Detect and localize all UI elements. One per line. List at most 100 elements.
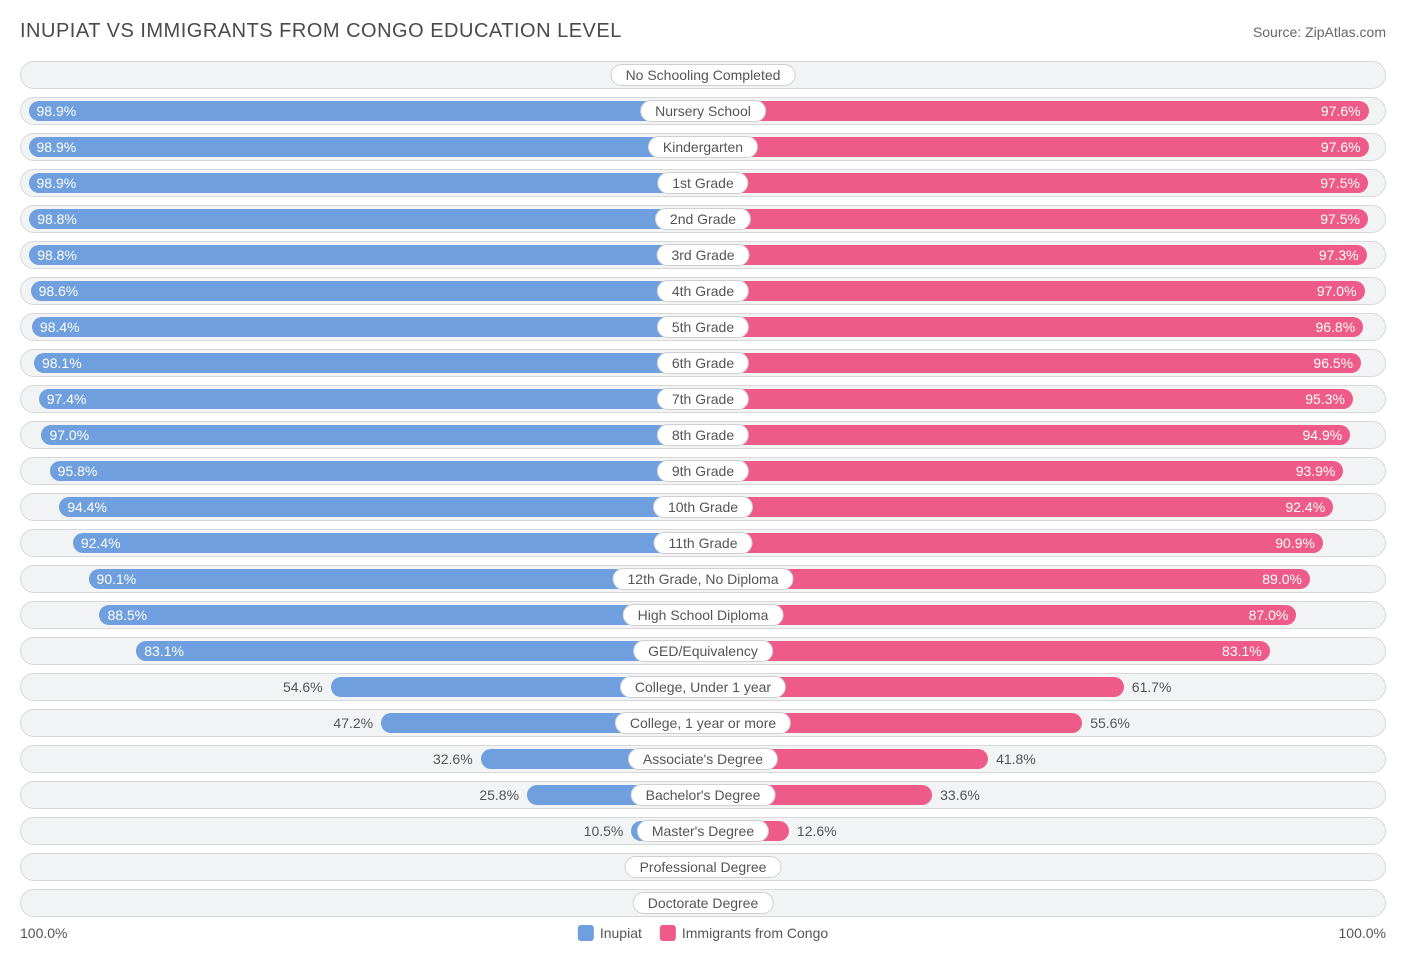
value-right: 41.8% <box>996 751 1036 767</box>
value-left: 10.5% <box>584 823 624 839</box>
category-label: 12th Grade, No Diploma <box>613 568 794 590</box>
chart-row: 97.0%94.9%8th Grade <box>20 421 1386 449</box>
chart-rows: 1.5%2.4%No Schooling Completed 98.9% 97.6%… <box>20 61 1386 917</box>
value-left: 98.9% <box>37 139 77 155</box>
category-label: Nursery School <box>640 100 766 122</box>
bar-right: 96.5% <box>703 353 1361 373</box>
bar-left: 97.0% <box>41 425 703 445</box>
axis-max-left: 100.0% <box>20 925 67 941</box>
chart-container: INUPIAT VS IMMIGRANTS FROM CONGO EDUCATI… <box>20 20 1386 947</box>
value-left: 25.8% <box>479 787 519 803</box>
bar-right: 95.3% <box>703 389 1353 409</box>
category-label: College, 1 year or more <box>615 712 791 734</box>
category-label: Bachelor's Degree <box>631 784 776 806</box>
chart-row: 98.9% 97.5% 1st Grade <box>20 169 1386 197</box>
source-attribution: Source: ZipAtlas.com <box>1253 24 1386 40</box>
chart-row: 98.8% 97.5%2nd Grade <box>20 205 1386 233</box>
value-right: 96.8% <box>1315 319 1355 335</box>
value-left: 98.9% <box>37 103 77 119</box>
bar-right: 83.1% <box>703 641 1270 661</box>
axis-max-right: 100.0% <box>1339 925 1386 941</box>
bar-right: 87.0% <box>703 605 1296 625</box>
bar-right: 97.3% <box>703 245 1367 265</box>
value-right: 12.6% <box>797 823 837 839</box>
chart-row: 47.2% 55.6% College, 1 year or more <box>20 709 1386 737</box>
bar-right: 97.6% <box>703 101 1369 121</box>
bar-right: 90.9% <box>703 533 1323 553</box>
bar-left: 98.6% <box>31 281 703 301</box>
category-label: 11th Grade <box>653 532 752 554</box>
chart-header: INUPIAT VS IMMIGRANTS FROM CONGO EDUCATI… <box>20 20 1386 43</box>
bar-left: 98.8% <box>29 245 703 265</box>
bar-right: 93.9% <box>703 461 1343 481</box>
value-left: 95.8% <box>58 463 98 479</box>
chart-title: INUPIAT VS IMMIGRANTS FROM CONGO EDUCATI… <box>20 20 622 43</box>
chart-row: 98.9% 97.6% Nursery School <box>20 97 1386 125</box>
value-right: 97.6% <box>1321 103 1361 119</box>
value-right: 97.6% <box>1321 139 1361 155</box>
category-label: Master's Degree <box>637 820 769 842</box>
value-left: 98.1% <box>42 355 82 371</box>
chart-row: 90.1%89.0%12th Grade, No Diploma <box>20 565 1386 593</box>
value-right: 97.5% <box>1320 175 1360 191</box>
value-left: 88.5% <box>107 607 147 623</box>
legend-swatch-left <box>578 925 594 941</box>
value-right: 87.0% <box>1249 607 1289 623</box>
value-right: 95.3% <box>1305 391 1345 407</box>
category-label: 8th Grade <box>657 424 749 446</box>
legend-swatch-right <box>660 925 676 941</box>
bar-left: 92.4% <box>73 533 703 553</box>
category-label: Associate's Degree <box>628 748 778 770</box>
chart-row: 1.5%2.4%No Schooling Completed <box>20 61 1386 89</box>
bar-right: 97.5% <box>703 173 1368 193</box>
bar-right: 97.0% <box>703 281 1365 301</box>
bar-right: 97.6% <box>703 137 1369 157</box>
chart-row: 32.6% 41.8% Associate's Degree <box>20 745 1386 773</box>
bar-left: 95.8% <box>50 461 703 481</box>
value-right: 61.7% <box>1132 679 1172 695</box>
category-label: 4th Grade <box>657 280 749 302</box>
bar-left: 98.9% <box>29 101 703 121</box>
legend-label-right: Immigrants from Congo <box>682 925 828 941</box>
category-label: 7th Grade <box>657 388 749 410</box>
value-left: 98.6% <box>39 283 79 299</box>
chart-row: 97.4%95.3%7th Grade <box>20 385 1386 413</box>
bar-left: 88.5% <box>99 605 703 625</box>
legend-item-left: Inupiat <box>578 925 642 941</box>
value-left: 32.6% <box>433 751 473 767</box>
category-label: 1st Grade <box>657 172 748 194</box>
value-right: 96.5% <box>1313 355 1353 371</box>
chart-row: 92.4% 90.9% 11th Grade <box>20 529 1386 557</box>
bar-left: 98.4% <box>32 317 703 337</box>
chart-footer: 100.0% Inupiat Immigrants from Congo 100… <box>20 925 1386 947</box>
bar-right: 97.5% <box>703 209 1368 229</box>
bar-left: 98.9% <box>29 173 703 193</box>
value-left: 90.1% <box>97 571 137 587</box>
value-left: 47.2% <box>333 715 373 731</box>
bar-right: 96.8% <box>703 317 1363 337</box>
bar-left: 83.1% <box>136 641 703 661</box>
bar-left: 98.8% <box>29 209 703 229</box>
value-left: 98.8% <box>37 211 77 227</box>
category-label: 9th Grade <box>657 460 749 482</box>
value-left: 54.6% <box>283 679 323 695</box>
value-right: 55.6% <box>1090 715 1130 731</box>
chart-row: 3.2%3.6%Professional Degree <box>20 853 1386 881</box>
legend-item-right: Immigrants from Congo <box>660 925 828 941</box>
bar-left: 98.1% <box>34 353 703 373</box>
value-right: 90.9% <box>1275 535 1315 551</box>
value-right: 33.6% <box>940 787 980 803</box>
source-label: Source: <box>1253 24 1305 40</box>
chart-row: 94.4% 92.4% 10th Grade <box>20 493 1386 521</box>
chart-row: 98.4%96.8%5th Grade <box>20 313 1386 341</box>
value-right: 97.3% <box>1319 247 1359 263</box>
bar-left: 90.1% <box>89 569 703 589</box>
chart-row: 25.8% 33.6% Bachelor's Degree <box>20 781 1386 809</box>
value-right: 92.4% <box>1285 499 1325 515</box>
category-label: 2nd Grade <box>655 208 751 230</box>
value-left: 98.4% <box>40 319 80 335</box>
bar-left: 94.4% <box>59 497 703 517</box>
category-label: Professional Degree <box>625 856 782 878</box>
chart-row: 10.5% 12.6% Master's Degree <box>20 817 1386 845</box>
category-label: 10th Grade <box>653 496 753 518</box>
